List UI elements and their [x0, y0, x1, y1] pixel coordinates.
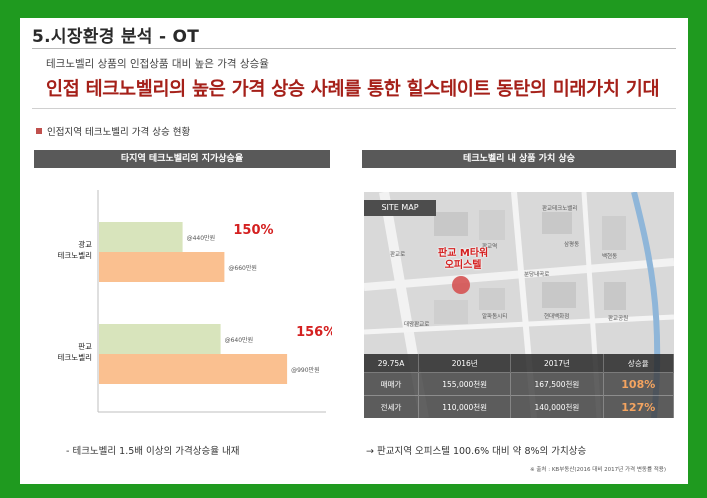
growth-rate-label: 150% [233, 223, 273, 238]
map-callout-line: 오피스텔 [444, 260, 482, 271]
bar-value-label: @990만원 [291, 366, 320, 374]
growth-rate-label: 156% [296, 325, 332, 340]
price-table-header: 29.75A 2016년 2017년 상승율 [364, 354, 674, 373]
table-cell: 167,500천원 [510, 372, 604, 396]
map-label: 판교공원 [608, 316, 629, 322]
right-panel-header: 테크노벨리 내 상품 가치 상승 [362, 150, 676, 168]
headline-divider [32, 108, 676, 109]
bar-value-label: @660만원 [228, 264, 257, 272]
table-header-cell: 2016년 [418, 354, 512, 373]
slide: 5.시장환경 분석 - OT 테크노벨리 상품의 인접상품 대비 높은 가격 상… [20, 18, 688, 484]
map-label: 삼평동 [564, 242, 580, 248]
table-cell: 140,000천원 [510, 395, 604, 418]
left-panel-header: 타지역 테크노벨리의 지가상승율 [34, 150, 330, 168]
map-label: 대왕판교로 [404, 322, 430, 328]
section-title: 5.시장환경 분석 - OT [32, 27, 200, 47]
map-label: 현대백화점 [544, 314, 570, 320]
bar-value-label: @640만원 [225, 336, 254, 344]
left-panel-note: - 테크노벨리 1.5배 이상의 가격상승율 내재 [66, 443, 239, 457]
chart-svg: 020040060080010001200광교테크노벨리@440만원@660만원… [58, 190, 336, 441]
bar-value-label: @440만원 [187, 234, 216, 242]
right-panel-note: → 판교지역 오피스텔 100.6% 대비 약 8%의 가치상승 [366, 443, 586, 457]
map-callout-line: 판교 M타워 [438, 248, 489, 259]
site-location-marker [452, 276, 470, 294]
map-label: 판교역 [482, 244, 498, 250]
map-label: 판교로 [390, 252, 406, 258]
square-bullet-icon [36, 128, 42, 134]
table-row: 전세가 110,000천원 140,000천원 127% [364, 395, 674, 418]
table-row: 매매가 155,000천원 167,500천원 108% [364, 372, 674, 396]
section-label-text: 인접지역 테크노벨리 가격 상승 현황 [47, 127, 191, 138]
bar [99, 252, 225, 282]
section-label: 인접지역 테크노벨리 가격 상승 현황 [36, 124, 190, 138]
category-label: 테크노벨리 [58, 353, 93, 362]
category-label: 판교 [78, 342, 92, 351]
map-label: 판교테크노밸리 [542, 206, 578, 212]
arrow-right-icon: → [366, 446, 377, 457]
bar [99, 324, 221, 354]
price-table: 29.75A 2016년 2017년 상승율 매매가 155,000천원 167… [364, 354, 674, 418]
table-header-cell: 2017년 [510, 354, 604, 373]
map-label: 알파돔시티 [482, 314, 508, 320]
map-label: 분당내곡로 [524, 272, 550, 278]
source-note: ※ 출처 : KB부동산(2016 대비 2017년 가격 변동률 적용) [530, 467, 667, 473]
site-map: SITE MAP 판교테크노밸리 판교역 삼평동 백현동 분당내곡로 판교로 대… [364, 192, 674, 418]
site-map-badge: SITE MAP [364, 200, 436, 216]
table-rate-cell: 108% [603, 372, 674, 396]
map-label: 백현동 [602, 254, 618, 260]
bar [99, 354, 288, 384]
left-note-text: 테크노벨리 1.5배 이상의 가격상승율 내재 [72, 446, 240, 457]
category-label: 광교 [78, 239, 92, 249]
bar [99, 222, 183, 252]
title-divider [32, 48, 676, 49]
table-header-cell: 상승율 [603, 354, 674, 373]
table-cell: 매매가 [364, 372, 420, 396]
subtitle: 테크노벨리 상품의 인접상품 대비 높은 가격 상승율 [46, 58, 269, 70]
category-label: 테크노벨리 [58, 251, 93, 260]
table-header-cell: 29.75A [364, 354, 420, 373]
land-price-chart: 020040060080010001200광교테크노벨리@440만원@660만원… [32, 170, 336, 441]
table-rate-cell: 127% [603, 395, 674, 418]
table-cell: 155,000천원 [418, 372, 512, 396]
headline: 인접 테크노벨리의 높은 가격 상승 사례를 통한 힐스테이트 동탄의 미래가치… [46, 79, 660, 100]
right-note-text: 판교지역 오피스텔 100.6% 대비 약 8%의 가치상승 [376, 446, 587, 457]
table-cell: 110,000천원 [418, 395, 512, 418]
table-cell: 전세가 [364, 395, 420, 418]
map-callout: 판교 M타워 오피스텔 [438, 248, 488, 272]
note-dash: - [66, 446, 73, 457]
